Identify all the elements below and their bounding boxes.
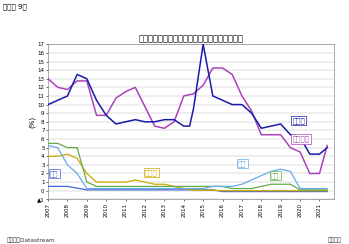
Text: 日本: 日本: [50, 170, 59, 177]
Text: （図表 9）: （図表 9）: [3, 4, 27, 10]
Text: ロシア: ロシア: [292, 117, 305, 123]
Text: （資料）Datastream: （資料）Datastream: [7, 237, 56, 243]
Text: （月次）: （月次）: [328, 237, 342, 243]
Text: 米国: 米国: [238, 160, 246, 167]
Text: ユーロ: ユーロ: [145, 170, 158, 176]
Text: 英国: 英国: [271, 173, 280, 179]
Text: ブラジル: ブラジル: [292, 136, 309, 142]
Title: 日米欧およびブラジル・ロシアの政策金利推移: 日米欧およびブラジル・ロシアの政策金利推移: [139, 34, 244, 43]
Y-axis label: (%): (%): [29, 116, 36, 128]
